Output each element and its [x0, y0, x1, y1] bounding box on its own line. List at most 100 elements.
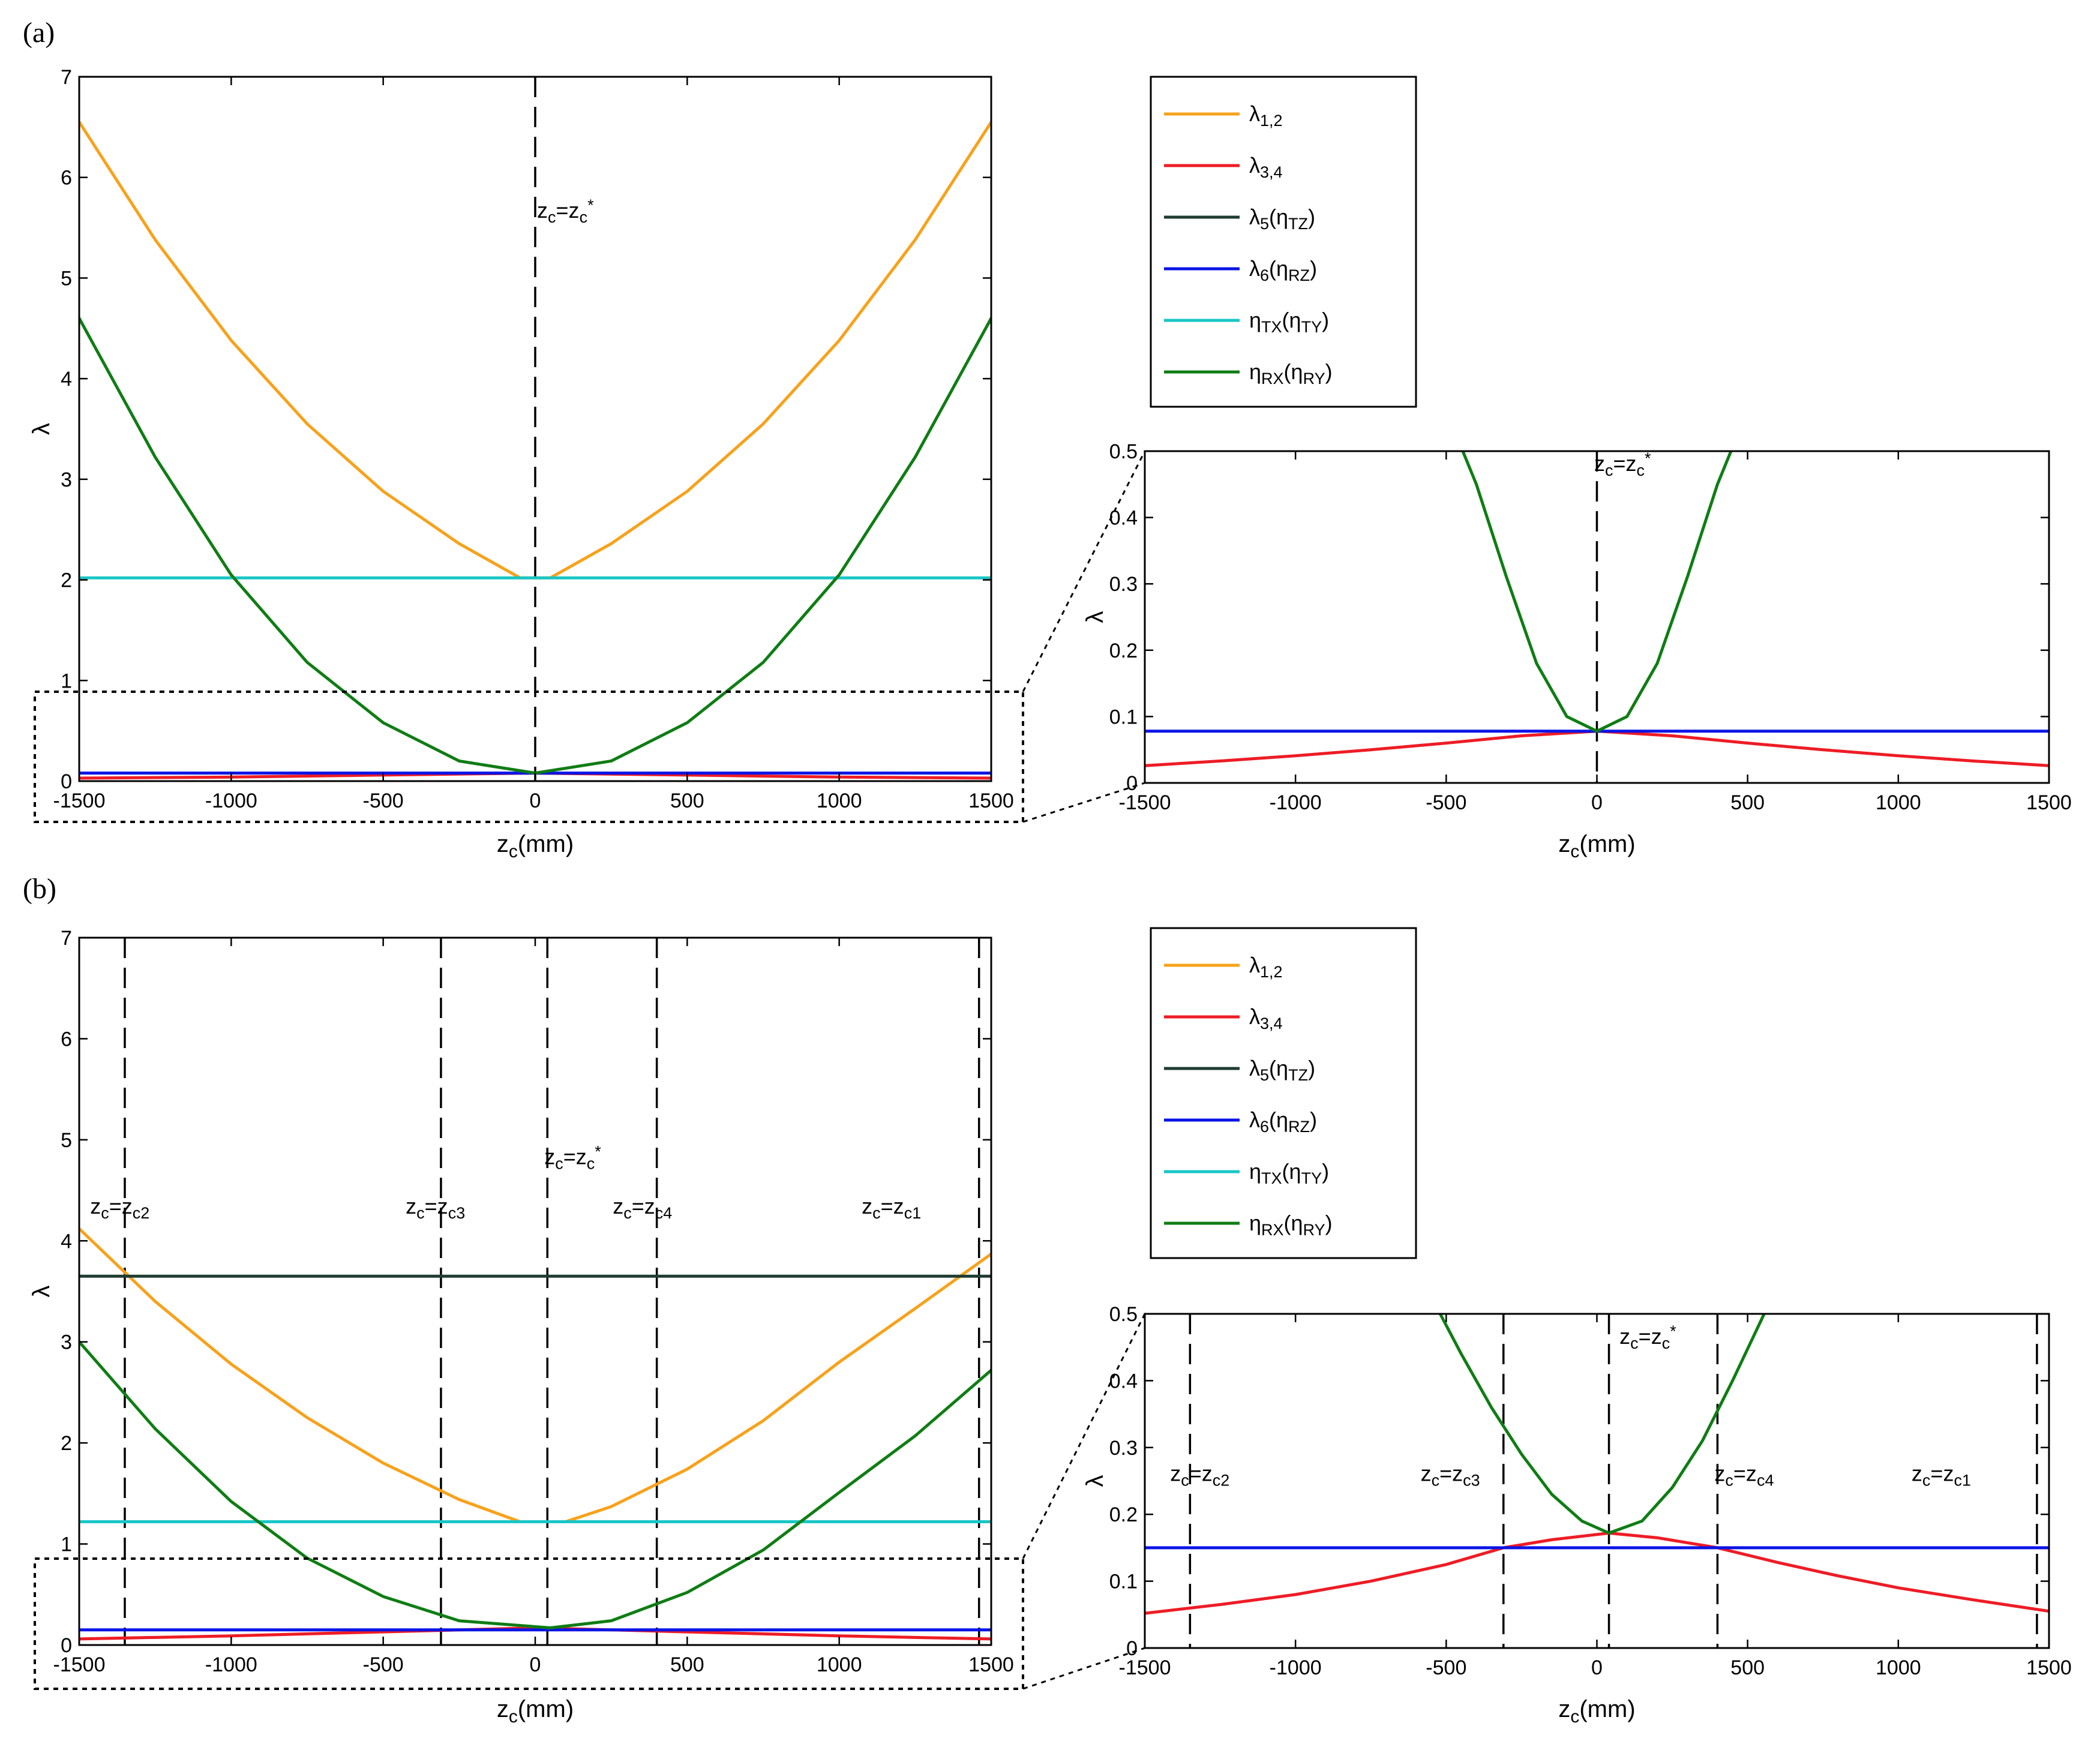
x-tick-label: 1500 — [2026, 791, 2072, 814]
vline-annotation: zc=zc4 — [1714, 1461, 1774, 1490]
vline-annotation: zc=zc2 — [90, 1194, 149, 1222]
y-tick-label: 0.4 — [1109, 507, 1138, 530]
y-axis-label: λ — [1082, 611, 1108, 623]
vline-annotation: zc=zc2 — [1170, 1461, 1229, 1490]
y-tick-label: 0.2 — [1109, 640, 1138, 662]
zoom-connector-top-a — [1022, 451, 1146, 692]
legend-label-lambda6: λ6(ηRZ) — [1249, 256, 1317, 284]
plot-area — [1145, 1314, 2049, 1648]
legend-label-lambda6: λ6(ηRZ) — [1249, 1107, 1317, 1136]
chart-b-inset: -1500 -1000 -500 0 500 1000 1500 0 0.1 0.2 0.3 0.4 0… — [1082, 1303, 2072, 1727]
x-tick-label: -500 — [1426, 791, 1466, 814]
y-tick-label: 6 — [61, 167, 72, 190]
legend-a: λ1,2 λ3,4 λ5(ηTZ) λ6(ηRZ) ηTX(ηTY) ηRX(ηRY) — [1150, 76, 1417, 408]
vline-annotation: zc=zc1 — [862, 1194, 921, 1222]
plot-content — [79, 938, 991, 1645]
vline-annotation: zc=zc* — [1619, 1322, 1676, 1352]
panel-label-a: (a) — [23, 17, 55, 49]
legend-box — [1150, 927, 1417, 1259]
y-tick-label: 0.5 — [1109, 1303, 1138, 1326]
legend-b: λ1,2 λ3,4 λ5(ηTZ) λ6(ηRZ) ηTX(ηTY) ηRX(ηRY) — [1150, 927, 1417, 1259]
x-tick-label: 0 — [1591, 1656, 1603, 1679]
y-tick-label: 0.1 — [1109, 706, 1138, 728]
y-tick-label: 0 — [61, 770, 72, 793]
legend-label-lambda12: λ1,2 — [1249, 953, 1283, 981]
zoom-connector-top-b — [1022, 1313, 1146, 1559]
x-tick-label: -1500 — [1119, 1656, 1171, 1679]
y-tick-label: 7 — [61, 927, 72, 950]
x-tick-label: 500 — [1730, 1656, 1765, 1679]
zoom-indicator-a — [34, 451, 1146, 823]
x-tick-label: -1500 — [53, 1653, 106, 1676]
x-axis-label: zc(mm) — [1558, 831, 1635, 862]
vline-annotation: zc=zc4 — [613, 1194, 672, 1222]
y-tick-label: 0.4 — [1109, 1370, 1138, 1392]
vline-annotation: zc=zc3 — [406, 1194, 465, 1222]
x-tick-label: 500 — [670, 790, 704, 812]
y-tick-label: 4 — [61, 1230, 72, 1253]
x-tick-label: -1000 — [205, 790, 257, 812]
chart-a-main: -1500 -1000 -500 0 500 1000 1500 0 1 2 3 4 5 6 7 zc(mm)… — [28, 66, 1014, 862]
zoom-indicator-b — [34, 1313, 1146, 1690]
y-tick-label: 5 — [61, 267, 72, 290]
y-tick-label: 2 — [61, 1432, 72, 1455]
x-tick-label: -500 — [363, 790, 404, 812]
x-axis-label: zc(mm) — [497, 1696, 574, 1727]
x-tick-label: -500 — [1426, 1656, 1466, 1679]
x-tick-label: -1000 — [1270, 791, 1322, 814]
x-tick-label: 1000 — [1876, 791, 1921, 814]
legend-box — [1150, 76, 1417, 408]
legend-label-etaRX: ηRX(ηRY) — [1249, 359, 1333, 388]
x-tick-label: -1000 — [1270, 1656, 1322, 1679]
vline-annotation: zc=zc3 — [1421, 1461, 1480, 1490]
zoom-connector-bottom-b — [1022, 1647, 1145, 1690]
vline-annotation: zc=zc1 — [1912, 1461, 1971, 1490]
legend-label-etaRX: ηRX(ηRY) — [1249, 1211, 1333, 1239]
y-tick-label: 1 — [61, 1533, 72, 1556]
chart-b-main: -1500 -1000 -500 0 500 1000 1500 0 1 2 3 4 5 6 7 zc(mm)… — [28, 927, 1014, 1727]
panel-b: (b) -1500 -1000 -500 0 500 1000 1500 0 1 2 3 4 5 6 7 zc… — [23, 873, 2072, 1727]
y-tick-label: 5 — [61, 1129, 72, 1152]
x-tick-label: 500 — [1730, 791, 1765, 814]
panel-a: (a) -1500 -1000 -500 0 500 1000 1500 0 1 2 3 4 5 6 7 zc… — [23, 17, 2072, 862]
y-tick-label: 7 — [61, 66, 72, 89]
legend-label-lambda34: λ3,4 — [1249, 1004, 1283, 1032]
x-tick-label: 1000 — [1876, 1656, 1921, 1679]
y-tick-label: 4 — [61, 368, 72, 391]
plot-area — [79, 938, 991, 1645]
x-tick-label: 1000 — [817, 790, 862, 812]
y-tick-label: 0 — [1126, 1637, 1138, 1660]
x-tick-label: -1000 — [205, 1653, 257, 1676]
legend-label-lambda5: λ5(ηTZ) — [1249, 1056, 1315, 1084]
legend-label-etaTX: ηTX(ηTY) — [1249, 1159, 1329, 1187]
y-tick-label: 0.5 — [1109, 440, 1138, 463]
legend-label-etaTX: ηTX(ηTY) — [1249, 308, 1329, 336]
panel-label-b: (b) — [23, 873, 56, 905]
x-tick-label: 1500 — [2026, 1656, 2072, 1679]
zoom-box-a — [34, 691, 1024, 823]
chart-a-inset: -1500 -1000 -500 0 500 1000 1500 0 0.1 0.2 0.3 0.4 0… — [1082, 440, 2072, 862]
series-etaRX — [79, 1340, 991, 1629]
y-tick-label: 0.2 — [1109, 1503, 1138, 1526]
y-axis-label: λ — [28, 1286, 55, 1298]
x-tick-label: 0 — [1591, 791, 1603, 814]
y-tick-label: 0 — [1126, 772, 1138, 795]
x-tick-label: 1000 — [817, 1653, 862, 1676]
x-tick-label: 1500 — [968, 790, 1014, 812]
zoom-connector-bottom-a — [1022, 782, 1145, 823]
vline-annotation: zc=zc* — [1594, 449, 1651, 479]
legend-label-lambda5: λ5(ηTZ) — [1249, 205, 1315, 233]
x-tick-label: 0 — [530, 1653, 541, 1676]
x-tick-label: -500 — [363, 1653, 404, 1676]
series-etaRX — [1438, 1314, 1766, 1535]
legend-label-lambda34: λ3,4 — [1249, 153, 1283, 181]
y-tick-label: 1 — [61, 670, 72, 692]
x-tick-label: -1500 — [1119, 791, 1171, 814]
x-axis-label: zc(mm) — [497, 831, 574, 862]
x-tick-label: 1500 — [968, 1653, 1014, 1676]
zoom-box-b — [34, 1557, 1024, 1690]
plot-content — [1145, 1314, 2049, 1648]
y-axis-label: λ — [28, 423, 55, 435]
vline-annotation: zc=zc* — [537, 196, 594, 226]
